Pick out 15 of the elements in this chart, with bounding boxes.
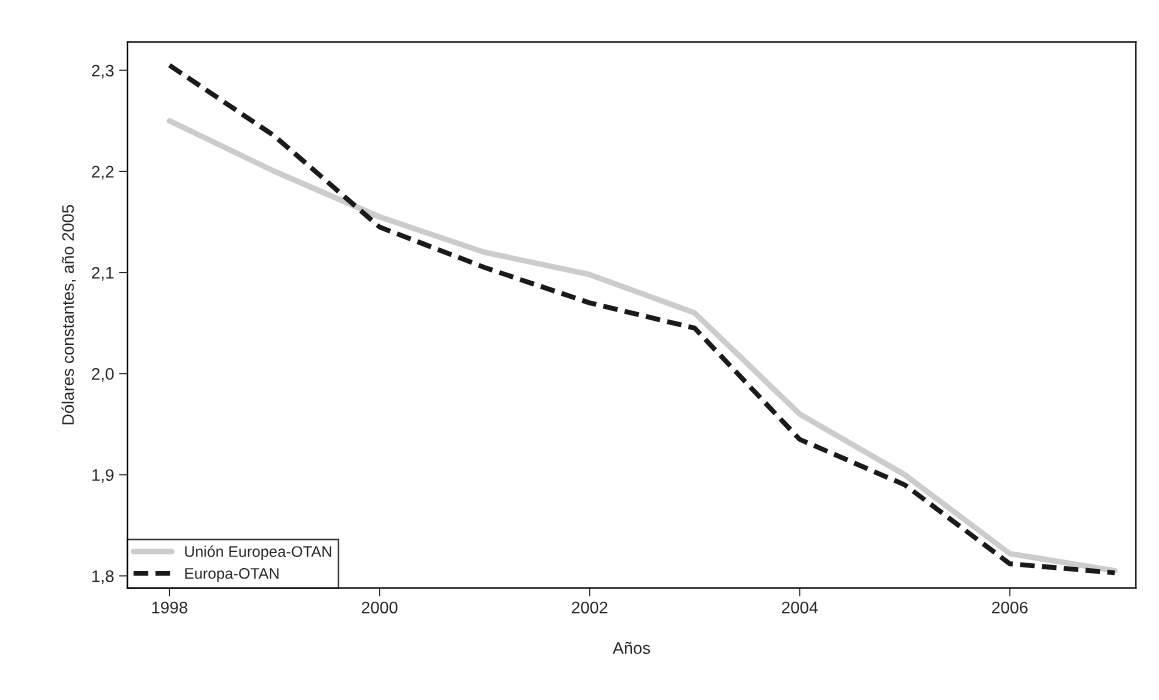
x-tick-label: 1998 <box>152 601 188 614</box>
y-axis-title: Dólares constantes, año 2005 <box>61 204 76 425</box>
x-tick-label: 2002 <box>571 601 608 614</box>
x-tick-label: 2000 <box>361 601 398 614</box>
x-tick-label: 2006 <box>992 601 1028 614</box>
x-tick-label: 2004 <box>782 601 818 614</box>
y-tick-label: 1,8 <box>92 570 114 585</box>
y-tick-label: 2,2 <box>91 165 114 180</box>
legend-label: Europa-OTAN <box>185 568 279 582</box>
legend-label: Unión Europea-OTAN <box>185 545 332 561</box>
y-tick-label: 2,0 <box>91 368 114 382</box>
x-axis-title: Años <box>612 641 651 654</box>
y-tick-label: 2,3 <box>91 64 114 79</box>
y-tick-label: 2,1 <box>91 266 114 281</box>
y-tick-label: 1,9 <box>92 469 114 483</box>
